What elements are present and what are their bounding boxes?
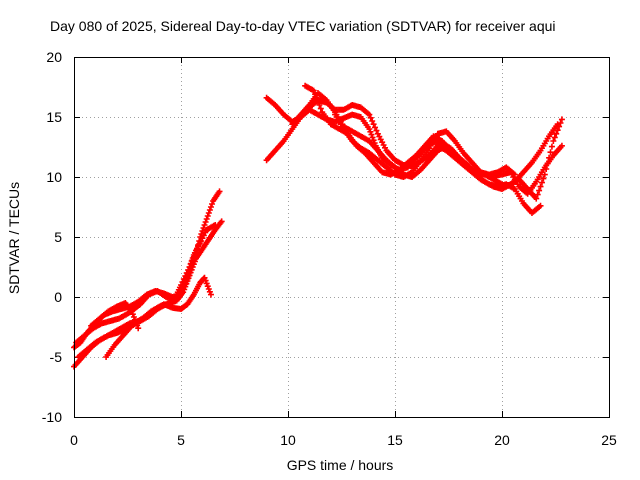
data-point bbox=[533, 195, 540, 202]
data-point bbox=[547, 149, 554, 156]
y-tick-label: 5 bbox=[54, 229, 62, 245]
data-point bbox=[184, 270, 191, 276]
data-point bbox=[203, 280, 210, 287]
data-point bbox=[538, 179, 545, 186]
data-point bbox=[178, 288, 184, 294]
data-point bbox=[186, 264, 193, 270]
y-tick-label: 10 bbox=[46, 169, 62, 185]
x-tick-label: 25 bbox=[601, 432, 617, 448]
data-point bbox=[216, 188, 223, 195]
data-point bbox=[128, 308, 135, 315]
y-tick-label: 0 bbox=[54, 289, 62, 305]
data-point bbox=[544, 160, 551, 167]
data-point bbox=[209, 201, 216, 207]
data-point bbox=[183, 273, 190, 279]
tick-labels: 0 5 10 15 20 25 -10 -5 0 5 10 15 20 bbox=[42, 49, 617, 448]
data-point bbox=[372, 124, 379, 131]
data-point bbox=[369, 118, 376, 124]
data-point bbox=[206, 288, 213, 295]
data-point bbox=[189, 255, 196, 261]
data-point bbox=[366, 111, 373, 118]
data-point bbox=[203, 216, 210, 222]
data-point bbox=[537, 183, 544, 190]
data-point bbox=[205, 210, 212, 216]
data-point bbox=[536, 187, 543, 194]
data-point bbox=[546, 154, 553, 161]
y-tick-label: -10 bbox=[42, 409, 62, 425]
data-point bbox=[180, 282, 187, 288]
y-tick-label: 20 bbox=[46, 49, 62, 65]
data-point bbox=[367, 114, 374, 121]
y-axis-label: SDTVAR / TECUs bbox=[6, 182, 22, 294]
data-point bbox=[187, 261, 194, 267]
data-point bbox=[131, 316, 138, 323]
data-point bbox=[537, 202, 544, 209]
data-point bbox=[200, 225, 207, 231]
data-point bbox=[553, 130, 560, 137]
data-point bbox=[135, 325, 142, 332]
data-point bbox=[218, 218, 225, 225]
data-point bbox=[313, 94, 320, 101]
data-point bbox=[558, 116, 565, 123]
data-point bbox=[212, 222, 219, 228]
chart-title: Day 080 of 2025, Sidereal Day-to-day VTE… bbox=[50, 18, 556, 34]
series-t11 bbox=[332, 111, 561, 190]
data-point bbox=[541, 171, 548, 178]
data-point bbox=[540, 175, 547, 182]
data-point bbox=[316, 102, 323, 108]
data-point bbox=[185, 267, 192, 273]
x-tick-label: 0 bbox=[70, 432, 78, 448]
data-point bbox=[312, 91, 319, 98]
x-tick-label: 10 bbox=[280, 432, 296, 448]
y-tick-label: 15 bbox=[46, 109, 62, 125]
data-point bbox=[558, 142, 565, 149]
data-point bbox=[534, 191, 541, 198]
data-point bbox=[370, 121, 377, 128]
series-t6 bbox=[88, 300, 142, 332]
data-point bbox=[550, 138, 557, 144]
data-point bbox=[201, 274, 208, 281]
data-point bbox=[179, 285, 186, 291]
data-point bbox=[204, 213, 211, 219]
x-tick-label: 15 bbox=[387, 432, 403, 448]
data-point bbox=[207, 291, 214, 298]
data-point bbox=[511, 171, 518, 178]
data-point bbox=[182, 276, 189, 282]
data-point bbox=[373, 127, 380, 134]
x-tick-label: 20 bbox=[494, 432, 510, 448]
x-axis-label: GPS time / hours bbox=[287, 457, 394, 473]
data-series bbox=[71, 82, 565, 370]
data-point bbox=[181, 279, 188, 285]
data-point bbox=[317, 105, 324, 112]
data-point bbox=[554, 121, 561, 128]
data-point bbox=[206, 207, 213, 213]
y-tick-label: -5 bbox=[50, 349, 63, 365]
data-point bbox=[201, 222, 208, 228]
data-point bbox=[543, 166, 550, 172]
data-point bbox=[188, 258, 195, 264]
data-point bbox=[207, 204, 214, 210]
data-point bbox=[197, 238, 204, 245]
data-point bbox=[548, 143, 555, 150]
data-point bbox=[314, 98, 321, 105]
data-point bbox=[551, 134, 558, 141]
data-point bbox=[202, 219, 209, 225]
data-point bbox=[310, 87, 317, 94]
x-tick-label: 5 bbox=[177, 432, 185, 448]
data-point bbox=[134, 322, 141, 329]
plot-frame bbox=[74, 57, 610, 418]
